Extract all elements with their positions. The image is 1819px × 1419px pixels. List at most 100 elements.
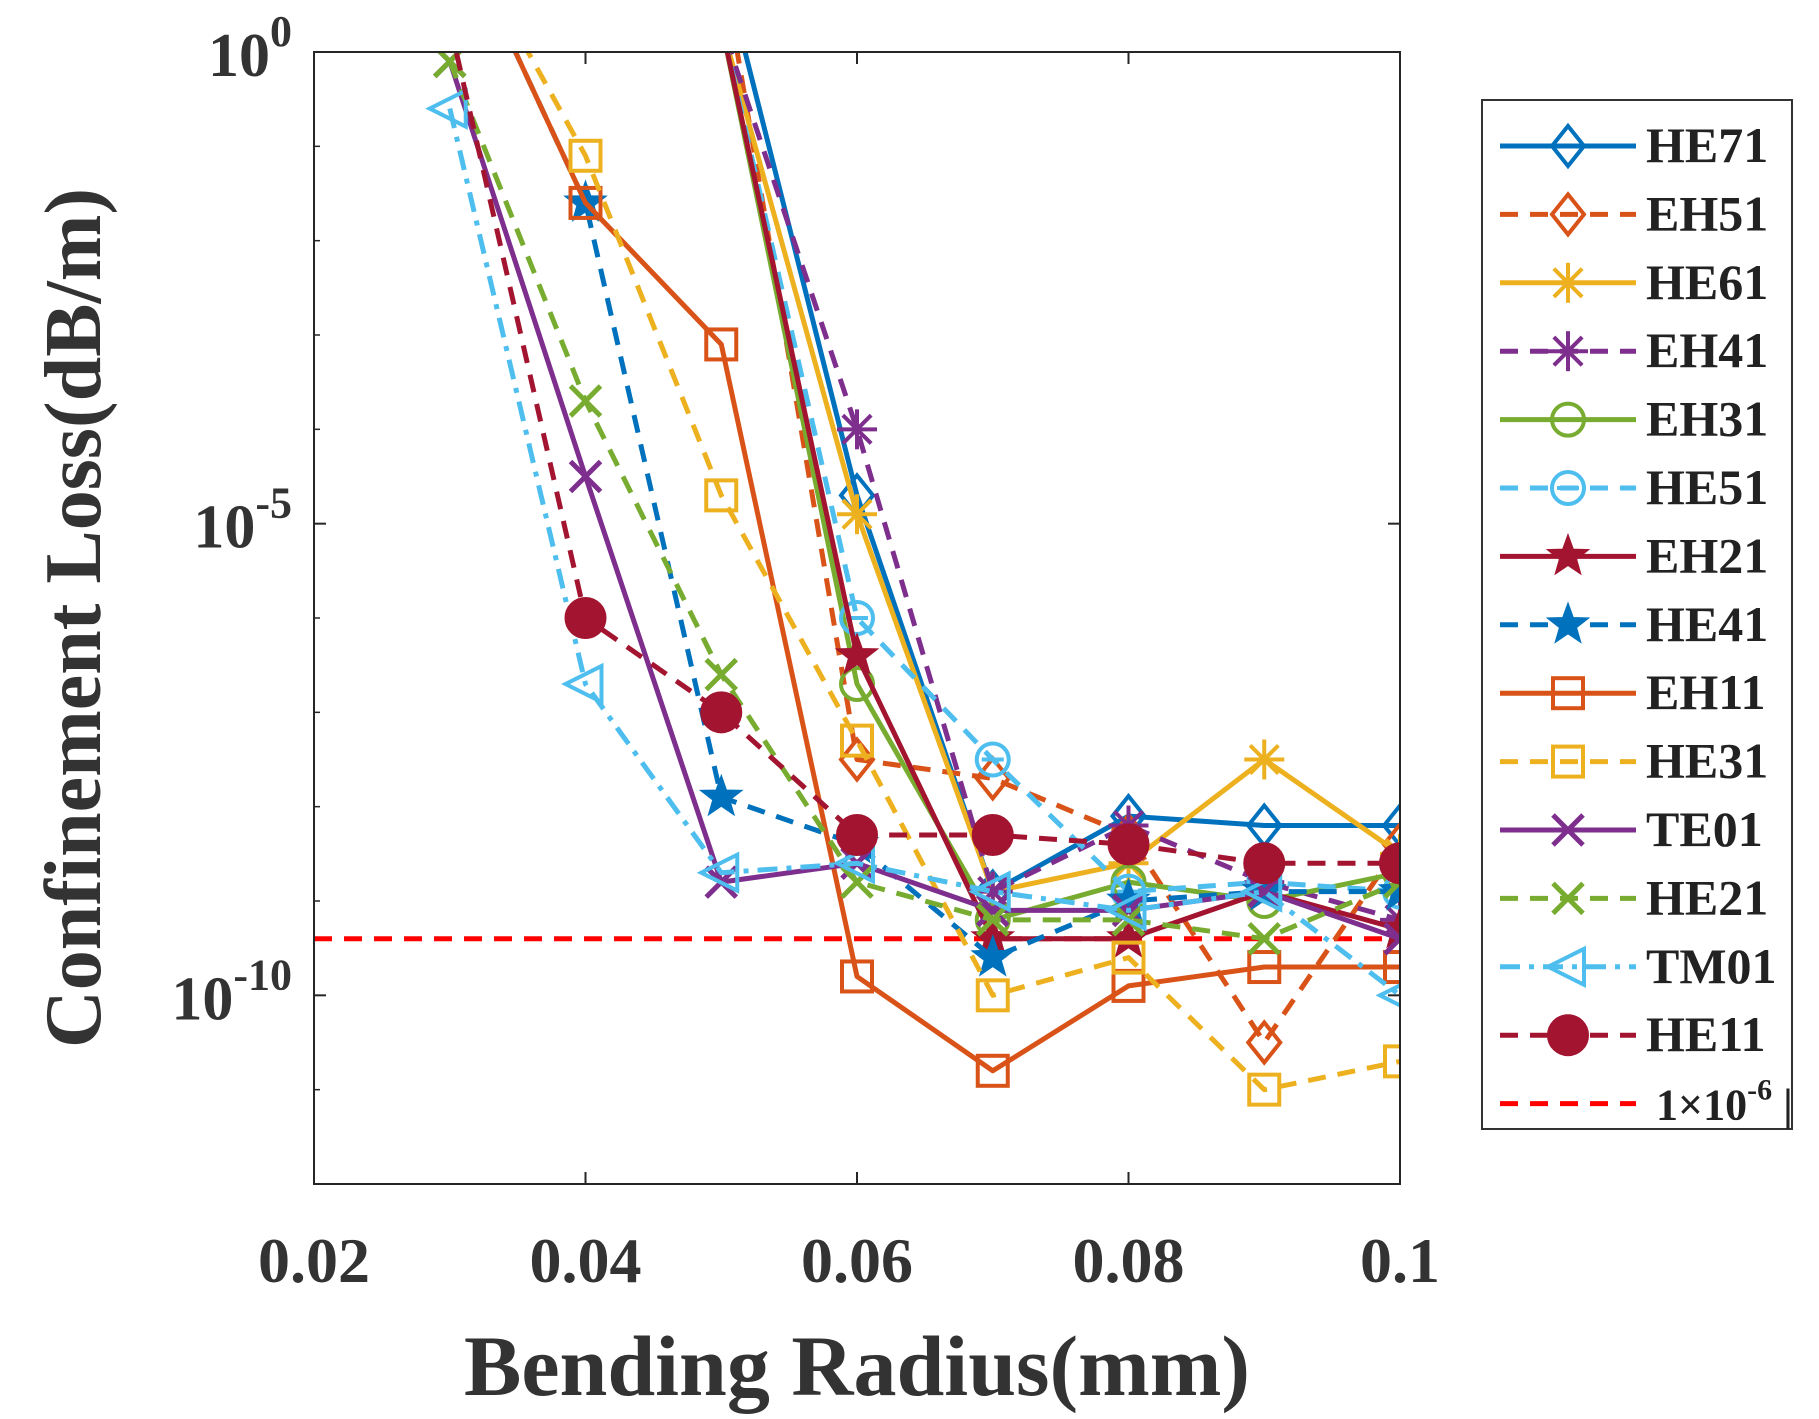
series-he31 [525,52,1400,1107]
series-line-he61 [726,52,1400,895]
data-point-he31-2 [704,478,739,513]
legend-label: TM01 [1646,938,1777,994]
data-point-he21-1 [568,384,603,418]
legend-label: EH41 [1646,322,1768,378]
data-point-he11-0 [430,4,470,44]
legend-label: TE01 [1646,801,1763,857]
series-line-he31 [525,52,1400,1093]
y-tick-label: 10-5 [193,479,292,562]
series-line-eh51 [734,52,1400,1045]
data-point-eh21-3 [834,632,880,675]
data-point-eh41-2 [701,4,741,44]
legend-marker [1548,262,1588,303]
data-point-eh11-2 [704,327,739,362]
legend-marker [1547,1014,1589,1057]
legend-marker [1550,470,1586,506]
legend-marker [1550,401,1586,438]
y-tick-label: 100 [208,7,292,90]
legend-item-he51: HE51 [1500,459,1768,515]
series-line-he71 [742,52,1400,895]
x-tick-label: 0.04 [530,1225,642,1296]
legend-label: EH21 [1646,527,1768,583]
x-tick-label: 0.06 [801,1225,913,1296]
data-point-he21-6 [1247,921,1282,956]
legend: HE71 EH51 HE61 EH41 EH31 HE51 EH21 HE41 EH11 HE31… [1481,99,1793,1130]
data-point-eh51-7 [1381,821,1400,868]
data-point-he11-4 [971,813,1014,856]
legend-item-reference: 1×10-6 | [1500,1074,1793,1130]
x-tick-label: 0.02 [258,1225,370,1296]
data-point-he11-6 [1243,842,1286,885]
data-point-he11-1 [564,597,607,639]
data-point-he31-4 [975,978,1010,1013]
data-point-he61-3 [837,494,877,535]
data-point-eh11-3 [840,959,874,994]
legend-label: EH31 [1646,391,1768,447]
legend-item-eh11: EH11 [1500,664,1765,720]
data-point-he11-3 [836,813,878,856]
legend-label: HE11 [1646,1006,1765,1062]
data-point-he31-1 [568,138,603,173]
data-point-eh11-7 [1383,950,1400,985]
data-point-te01-7 [1383,921,1400,956]
legend-marker [1545,532,1591,576]
series-line-he11 [453,52,1400,866]
data-point-he21-4 [975,903,1010,937]
data-point-tm01-5 [1104,889,1147,932]
legend-marker [1549,122,1587,170]
data-point-eh21-5 [1106,915,1151,958]
data-point-he11-2 [700,691,743,734]
legend-item-he41: HE41 [1500,596,1768,652]
legend-label: EH51 [1646,185,1768,241]
data-point-he61-2 [701,4,741,44]
data-point-he51-4 [974,741,1011,778]
legend-marker [1551,676,1585,711]
data-point-eh41-3 [837,409,877,450]
x-axis-title: Bending Radius(mm) [464,1318,1250,1414]
legend-label: HE71 [1646,117,1768,173]
data-point-tm01-7 [1375,983,1400,1008]
legend-marker [1551,744,1585,779]
x-tick-label: 0.1 [1360,1225,1440,1296]
data-point-he11-7 [1379,842,1400,885]
legend-label: HE61 [1646,254,1768,310]
series-line-eh11 [512,52,1400,1074]
data-point-te01-1 [568,459,603,494]
data-point-eh11-4 [975,1053,1010,1088]
data-point-eh21-2 [700,2,742,42]
legend-item-he21: HE21 [1500,869,1768,925]
legend-item-he31: HE31 [1500,733,1768,789]
data-point-he31-7 [1383,1044,1400,1079]
data-point-eh51-6 [1245,1019,1283,1066]
series-eh11 [512,52,1400,1088]
data-point-tm01-4 [968,870,1011,913]
data-point-he11-5 [1107,823,1150,866]
data-point-he31-6 [1247,1072,1282,1107]
legend-label: HE41 [1646,596,1768,652]
data-point-eh31-2 [705,8,737,40]
legend-item-eh21: EH21 [1500,527,1768,583]
legend-marker [1543,945,1586,989]
data-point-he21-0 [432,52,467,79]
legend-label: HE31 [1646,733,1768,789]
legend-marker [1548,331,1588,372]
legend-label: HE51 [1646,459,1768,515]
data-point-he21-2 [704,657,739,692]
data-point-eh51-3 [838,736,876,783]
data-point-he61-6 [1244,739,1285,780]
series-he11 [430,4,1400,885]
legend-marker [1549,191,1587,238]
y-axis-title: Confinement Loss(dB/m) [30,188,118,1048]
data-point-he31-5 [1111,940,1146,975]
legend-item-te01: TE01 [1500,801,1763,857]
legend-item-he61: HE61 [1500,254,1768,310]
legend-marker [1545,601,1591,644]
legend-item-he71: HE71 [1500,117,1768,173]
legend-label: HE21 [1646,869,1768,925]
data-point-he21-3 [840,865,874,899]
legend-label: EH11 [1646,664,1765,720]
data-point-he41-2 [698,773,744,817]
legend-item-tm01: TM01 [1500,938,1777,994]
x-tick-label: 0.08 [1073,1225,1185,1296]
